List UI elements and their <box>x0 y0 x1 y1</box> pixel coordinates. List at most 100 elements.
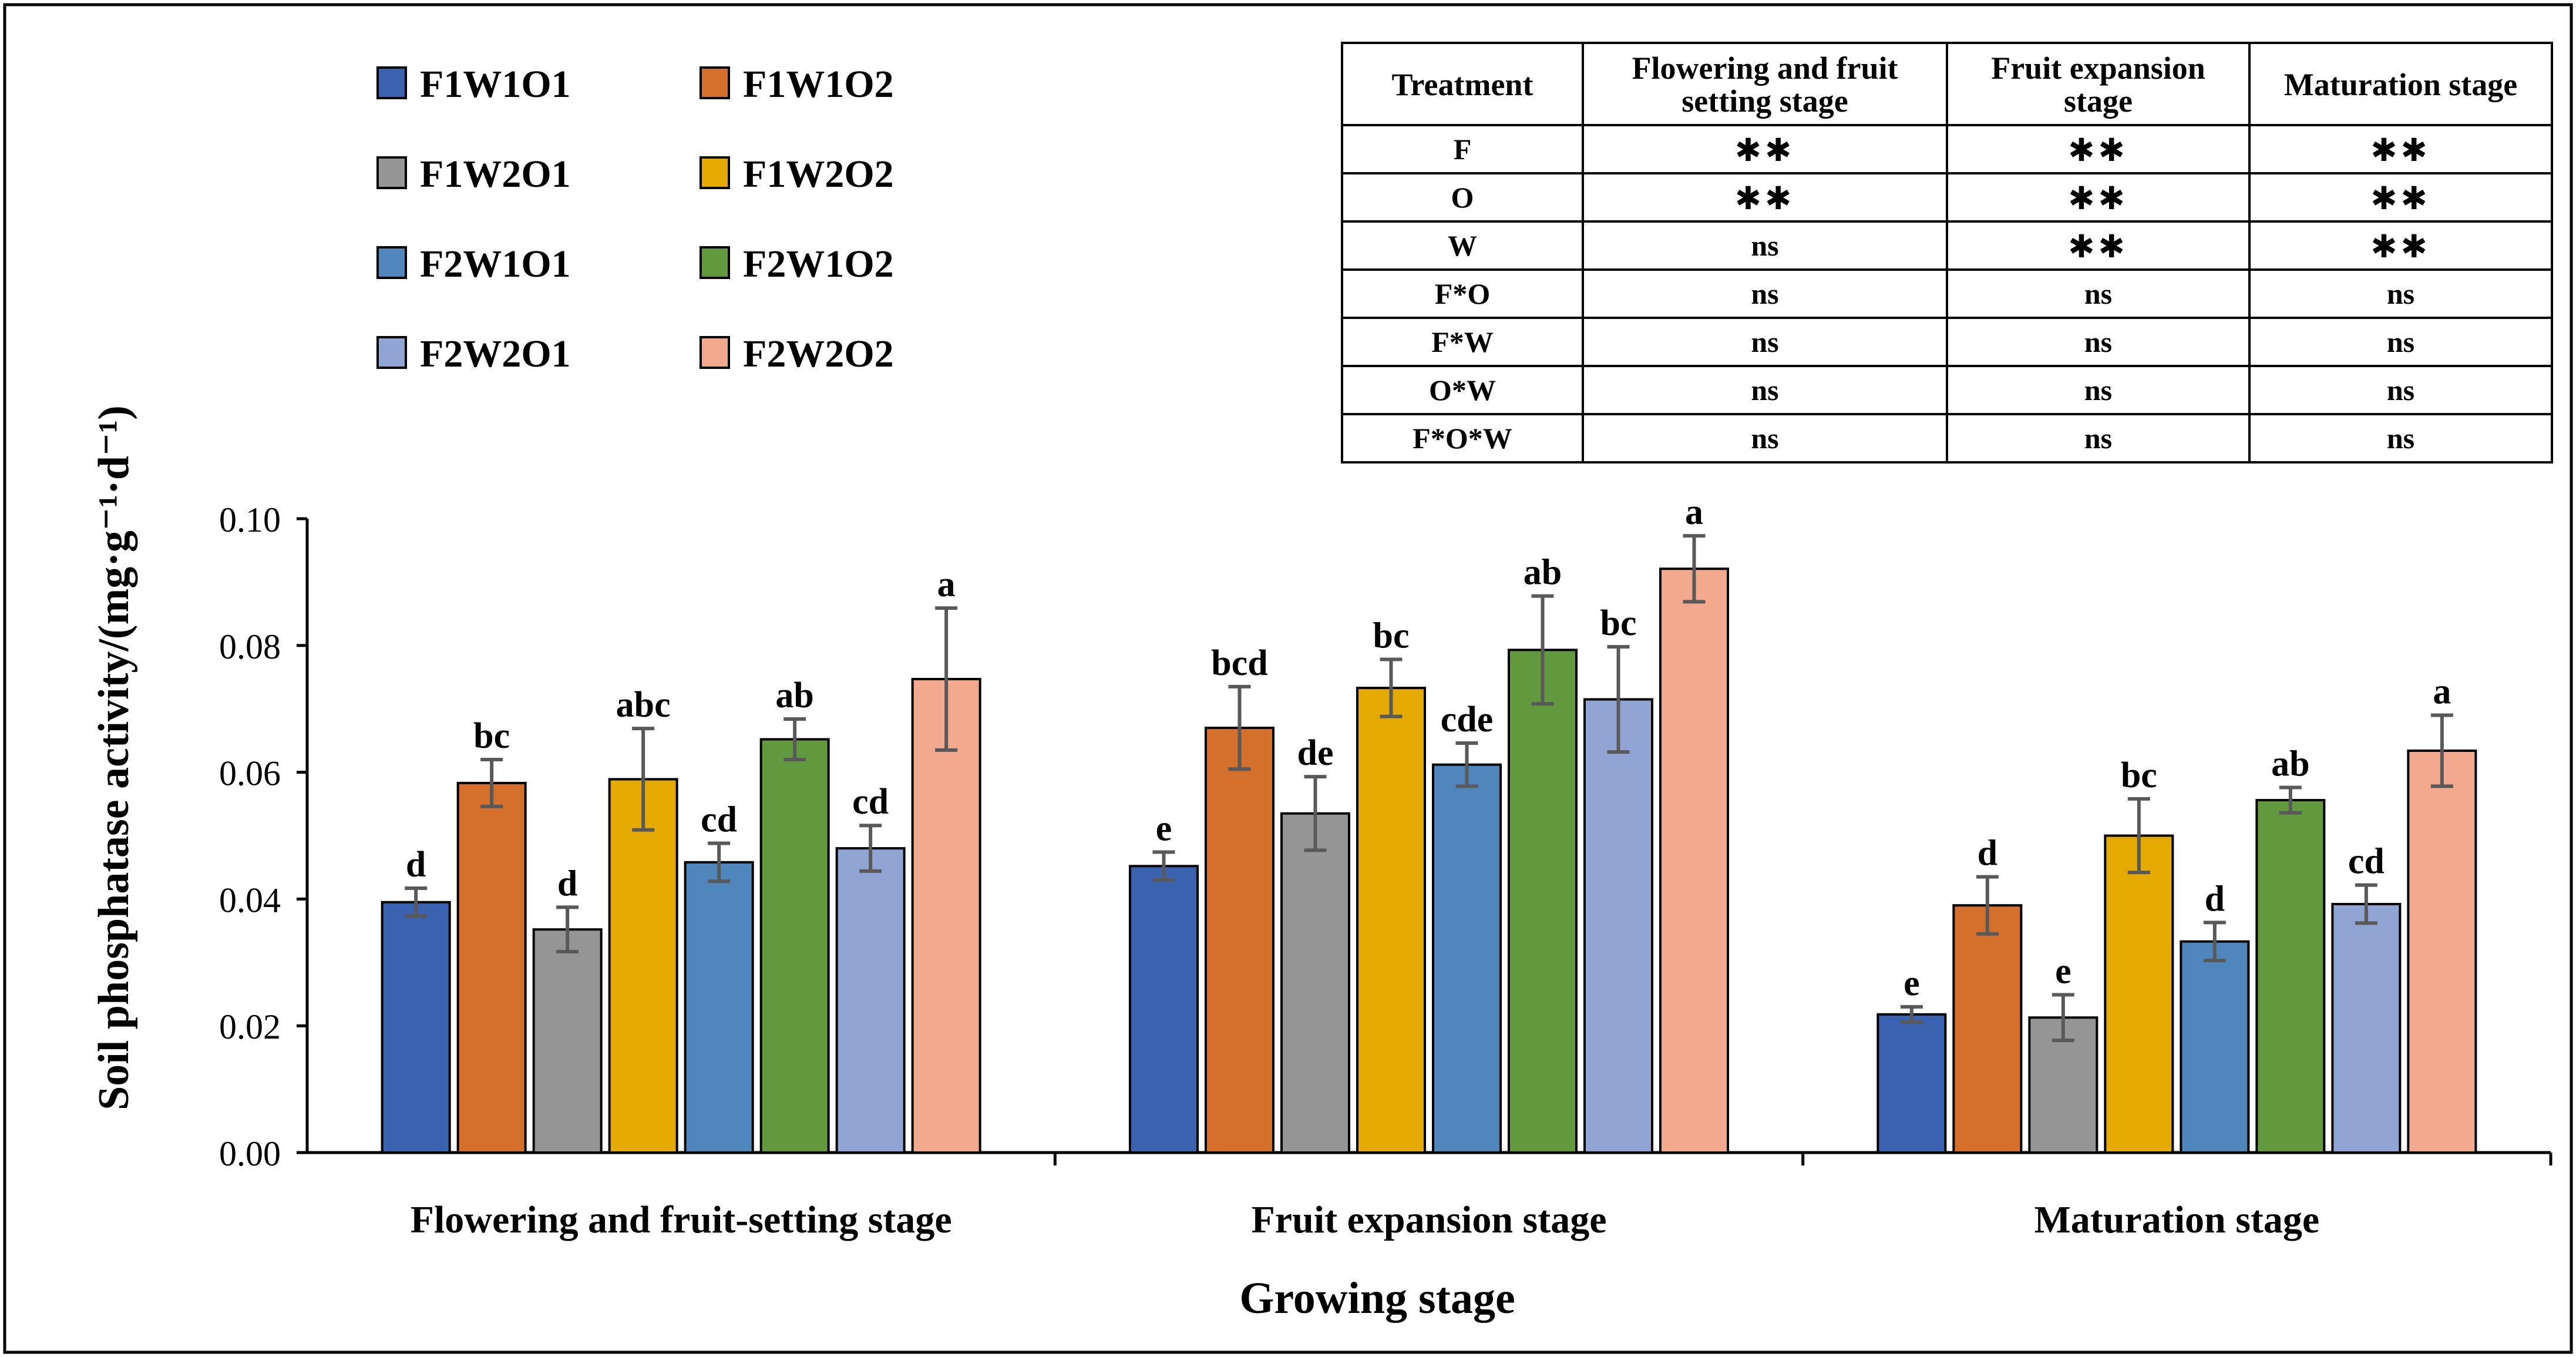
table-header-cell: Flowering and fruit <box>1632 51 1898 86</box>
legend-label: F1W1O1 <box>420 63 571 106</box>
table-cell: ns <box>1751 422 1778 455</box>
legend-label: F2W1O2 <box>743 243 894 285</box>
significance-letter: bcd <box>1211 643 1267 683</box>
legend-swatch <box>700 156 730 189</box>
y-tick-label: 0.04 <box>219 881 281 919</box>
table-cell: W <box>1448 229 1477 262</box>
table-cell: ns <box>2387 277 2414 310</box>
significance-letter: e <box>1904 963 1920 1003</box>
significance-letter: cde <box>1441 700 1494 740</box>
legend-swatch <box>376 246 407 279</box>
bar <box>1583 698 1653 1154</box>
significance-letter: a <box>1685 492 1703 532</box>
y-tick-label: 0.00 <box>219 1134 281 1173</box>
legend-label: F2W1O1 <box>420 243 571 285</box>
bar <box>1356 687 1426 1154</box>
significance-letter: d <box>557 864 577 903</box>
significance-letter: cd <box>701 800 737 839</box>
legend-swatch <box>376 66 407 99</box>
table-cell: ns <box>2387 422 2414 455</box>
bar <box>381 901 451 1154</box>
table-cell: O <box>1451 181 1474 214</box>
table-cell: F <box>1454 133 1472 166</box>
table-header-cell: Fruit expansion <box>1991 51 2205 86</box>
legend-label: F2W2O1 <box>420 332 571 375</box>
significance-letter: de <box>1297 733 1334 773</box>
bar <box>1432 763 1502 1154</box>
significance-letter: d <box>406 845 426 885</box>
y-tick-label: 0.06 <box>219 754 281 793</box>
y-tick-label: 0.02 <box>219 1007 281 1046</box>
significance-letter: e <box>1156 809 1172 849</box>
y-axis-title: Soil phosphatase activity/(mg·g⁻¹·d⁻¹) <box>90 405 138 1110</box>
legend-label: F1W1O2 <box>743 63 894 106</box>
bar <box>684 861 754 1154</box>
significance-letter: e <box>2055 951 2071 991</box>
significance-letter: a <box>937 565 956 604</box>
bar <box>1205 727 1274 1154</box>
table-cell: ✱✱ <box>2068 180 2128 217</box>
table-cell: F*O*W <box>1413 422 1512 455</box>
bar <box>2407 749 2477 1154</box>
table-cell: ✱✱ <box>2370 180 2431 217</box>
x-tick-label: Fruit expansion stage <box>1251 1198 1606 1241</box>
table-cell: ns <box>2084 422 2112 455</box>
bar <box>835 847 906 1154</box>
table-cell: F*W <box>1431 325 1494 358</box>
significance-letter: bc <box>1600 603 1637 643</box>
legend-label: F1W2O1 <box>420 153 571 196</box>
table-cell: ✱✱ <box>1735 180 1795 217</box>
bar <box>1659 567 1729 1154</box>
table-cell: ✱✱ <box>1735 132 1795 169</box>
bar <box>2104 834 2174 1154</box>
legend-label: F1W2O2 <box>743 153 894 196</box>
significance-letter: d <box>1978 834 1997 874</box>
table-cell: ✱✱ <box>2068 228 2128 265</box>
table-cell: ns <box>1751 325 1778 358</box>
significance-letter: abc <box>616 685 671 725</box>
bar <box>608 778 678 1154</box>
bar <box>2331 903 2402 1154</box>
bar <box>532 928 603 1154</box>
x-tick-label: Flowering and fruit-setting stage <box>411 1198 952 1241</box>
table-cell: ns <box>2084 325 2112 358</box>
table-cell: ns <box>2387 325 2414 358</box>
significance-letter: ab <box>1524 553 1562 593</box>
significance-letter: ab <box>2271 744 2309 784</box>
y-tick-label: 0.10 <box>219 501 281 539</box>
legend-swatch <box>376 156 407 189</box>
legend-label: F2W2O2 <box>743 332 894 375</box>
legend-swatch <box>700 66 730 99</box>
legend: F1W1O1 F1W1O2 F1W2O1 F1W2O2 F2W1O1 F2W1O2 F2W2… <box>376 63 894 375</box>
y-tick-label: 0.08 <box>219 627 281 666</box>
table-cell: ✱✱ <box>2068 132 2128 169</box>
significance-letter: d <box>2205 879 2225 919</box>
bar <box>1280 812 1350 1154</box>
bar <box>456 781 527 1154</box>
bar <box>1952 904 2023 1154</box>
bar <box>759 738 830 1154</box>
significance-letter: bc <box>1373 616 1410 656</box>
x-axis-title: Growing stage <box>1239 1274 1515 1323</box>
significance-letter: ab <box>775 676 813 716</box>
table-cell: ns <box>1751 374 1778 407</box>
significance-letter: bc <box>473 716 510 756</box>
plot-area: 0.000.020.040.060.080.10dbcdabccdabcdaFl… <box>90 405 2553 1323</box>
table-header-cell: setting stage <box>1682 83 1848 119</box>
table-cell: ✱✱ <box>2370 228 2431 265</box>
legend-swatch <box>700 246 730 279</box>
significance-letter: cd <box>2348 842 2385 882</box>
bar <box>2255 799 2326 1154</box>
table-header-cell: Treatment <box>1392 67 1534 102</box>
table-cell: O*W <box>1429 374 1496 407</box>
x-tick-label: Maturation stage <box>2034 1198 2319 1241</box>
bar <box>1508 649 1578 1154</box>
table-cell: ns <box>2084 277 2112 310</box>
significance-letter: cd <box>852 782 889 822</box>
legend-swatch <box>700 336 730 369</box>
significance-letter: a <box>2433 671 2451 711</box>
table-cell: ns <box>2387 374 2414 407</box>
